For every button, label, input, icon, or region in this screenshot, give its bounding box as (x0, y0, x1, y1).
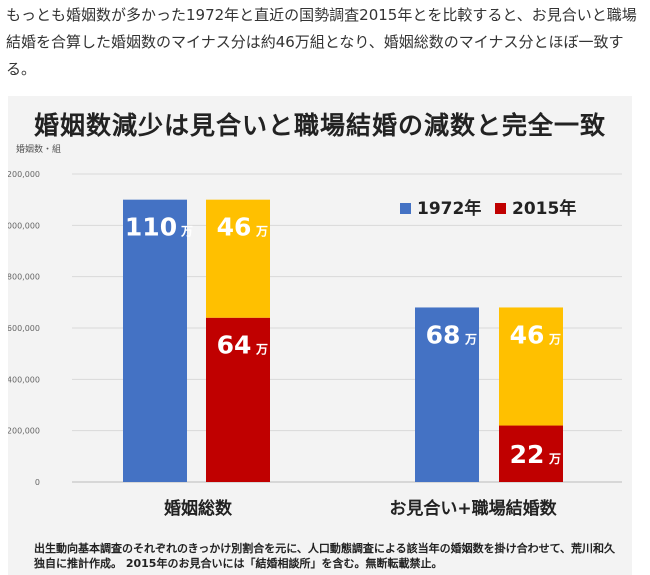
data-label: 110 (125, 213, 177, 242)
intro-paragraph: もっとも婚姻数が多かった1972年と直近の国勢調査2015年とを比較すると、お見… (6, 6, 637, 78)
y-tick-label: 200,000 (8, 427, 40, 436)
data-label-unit: 万 (255, 225, 268, 239)
chart-canvas: 0 200,000 400,000 600,000 800,000 1,000,000 1,… (8, 170, 622, 519)
legend-label: 1972年 (417, 198, 481, 219)
category-label: 婚姻総数 (164, 498, 233, 519)
legend-label: 2015年 (512, 198, 576, 219)
data-label-unit: 万 (180, 225, 193, 239)
chart-panel: 婚姻数減少は見合いと職場結婚の減数と完全一致 婚姻数・組 0 200,000 400… (8, 96, 632, 575)
y-tick-label: 1,200,000 (8, 170, 40, 179)
data-label-unit: 万 (548, 452, 561, 466)
data-label-unit: 万 (548, 332, 561, 346)
data-label-unit: 万 (464, 332, 477, 346)
data-label-unit: 万 (255, 343, 268, 357)
bar-segment (123, 199, 187, 482)
chart-title: 婚姻数減少は見合いと職場結婚の減数と完全一致 (33, 111, 606, 140)
category-label: お見合い+職場結婚数 (389, 498, 557, 519)
legend-swatch (400, 203, 411, 214)
bar-segment (415, 307, 479, 482)
y-tick-label: 600,000 (8, 324, 40, 333)
data-label: 46 (217, 213, 252, 242)
data-label: 68 (426, 320, 461, 349)
bar-segment (206, 199, 270, 318)
data-label: 46 (510, 320, 545, 349)
legend-swatch (495, 203, 506, 214)
y-tick-label: 1,000,000 (8, 221, 40, 230)
y-tick-label: 0 (35, 478, 40, 487)
data-label: 64 (217, 331, 252, 360)
data-label: 22 (510, 440, 545, 469)
y-tick-label: 800,000 (8, 273, 40, 282)
y-tick-label: 400,000 (8, 375, 40, 384)
bar-segment (206, 317, 270, 482)
y-axis-label: 婚姻数・組 (16, 145, 62, 155)
bar-segment (499, 307, 563, 426)
source-note: 出生動向基本調査のそれぞれのきっかけ別割合を元に、人口動態調査による該当年の婚姻… (34, 542, 616, 570)
bar-segment (499, 425, 563, 482)
